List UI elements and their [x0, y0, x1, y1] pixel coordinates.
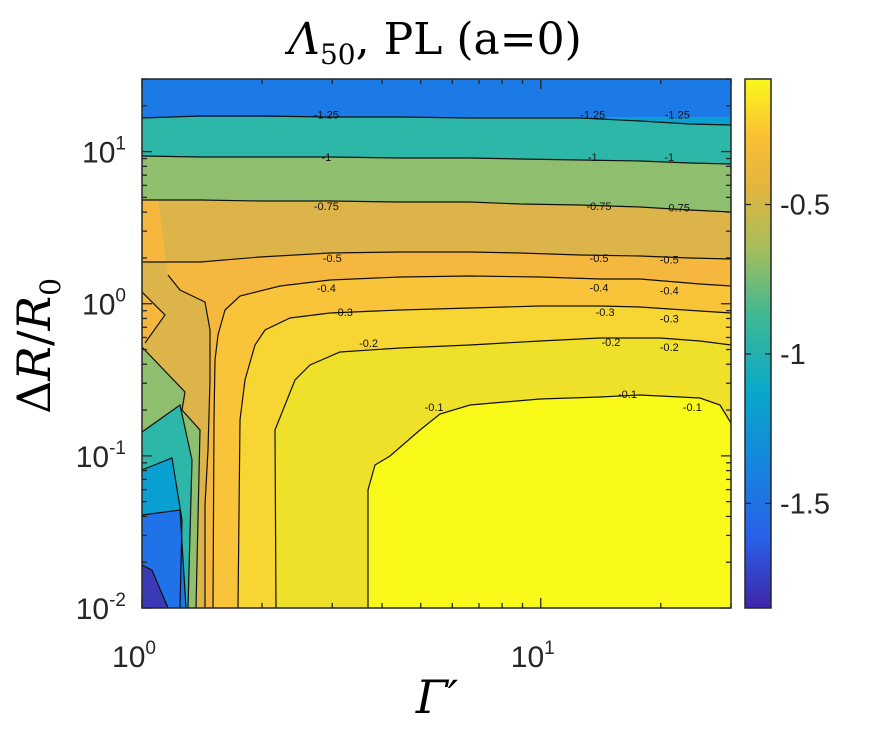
contour-label: -0.4: [660, 286, 679, 298]
contour-label: -0.75: [314, 201, 339, 213]
contour-label-layer: -1.25 -1.25 -1.25 -1 -1 -1 -0.75 -0.75 -0.75 -0.5…: [314, 110, 702, 414]
contour-line-layer: [142, 115, 731, 608]
contour-line-minus-1-left: [142, 403, 193, 608]
contour-label: -0.5: [323, 253, 342, 265]
contour-label: -0.4: [590, 282, 609, 294]
plot-frame: [141, 78, 732, 609]
band-top-blue: [142, 79, 731, 117]
colorbar-tick-label: -1.5: [780, 488, 830, 520]
contour-line-minus-0.1: [367, 394, 731, 608]
contour-line-minus-0.4: [212, 275, 731, 608]
contour-line-minus-1.75-left: [142, 564, 169, 608]
contour-label: -1: [588, 152, 598, 164]
y-tick-label: 10-2: [76, 590, 126, 626]
x-tick-labels: 100 101: [112, 638, 555, 674]
y-label-slash: /: [7, 330, 61, 346]
contour-label: -0.4: [317, 283, 336, 295]
y-axis-label: ΔR/R0: [7, 278, 67, 414]
x-tick-label: 101: [511, 638, 555, 674]
contour-line-minus-0.5: [142, 251, 731, 608]
tick-exponent: 1: [544, 638, 555, 659]
tick-exponent: -2: [109, 590, 126, 611]
title-rest: , PL (a=0): [356, 14, 582, 65]
contour-label: -1.25: [665, 110, 690, 122]
y-tick-label: 10-1: [76, 438, 126, 474]
contour-label: -0.3: [660, 313, 679, 325]
contour-line-minus-1.25-left: [142, 457, 183, 608]
contour-line-minus-0.75: [142, 199, 731, 213]
contour-label: -1: [664, 152, 674, 164]
contour-line-minus-0.75-left: [142, 346, 201, 608]
contour-label: -1.25: [314, 110, 339, 122]
y-label-r0: R: [7, 296, 61, 332]
y-label-r: R: [7, 346, 61, 382]
tick-exponent: 0: [145, 638, 156, 659]
title-symbol: Λ: [284, 14, 320, 65]
contour-label: -0.75: [586, 201, 611, 213]
y-tick-label: 101: [82, 134, 126, 170]
tick-base: 10: [82, 137, 115, 170]
contour-line-minus-1.5-left: [142, 509, 187, 608]
x-tick-label: 100: [112, 638, 156, 674]
tick-base: 10: [511, 641, 544, 674]
tick-base: 10: [76, 593, 109, 626]
contour-line-minus-1.25: [142, 115, 731, 126]
band-below-minus-1.75: [142, 565, 168, 608]
colorbar-tick-label: -0.5: [780, 190, 830, 222]
contour-label: -0.2: [359, 338, 378, 350]
contour-label: -0.2: [660, 342, 679, 354]
band-minus-1.25-to-minus-1: [142, 79, 731, 608]
title-subscript: 50: [320, 38, 356, 71]
contour-label: -0.5: [660, 255, 679, 267]
contour-line-minus-1: [142, 155, 731, 165]
band-minus-0.75-to-minus-0.5: [142, 79, 731, 608]
tick-base: 10: [76, 441, 109, 474]
contour-label: -0.1: [425, 402, 444, 414]
contour-label: -1: [321, 152, 331, 164]
contour-line-minus-0.3: [237, 305, 731, 608]
colorbar-gradient: [745, 79, 771, 608]
contour-line-minus-0.2: [274, 337, 731, 608]
axis-ticks: [141, 78, 732, 609]
contour-label: -0.1: [618, 389, 637, 401]
y-tick-label: 100: [82, 286, 126, 322]
colorbar-tick-label: -1: [780, 339, 806, 371]
chart-title: Λ50, PL (a=0): [284, 14, 582, 71]
tick-exponent: 0: [115, 286, 126, 307]
contour-label: -0.3: [334, 307, 353, 319]
contour-label: -0.3: [596, 307, 615, 319]
tick-base: 10: [112, 641, 145, 674]
contour-fill-layer: [142, 79, 731, 608]
contour-label: -1.25: [580, 110, 605, 122]
contour-label: -0.2: [601, 337, 620, 349]
contour-label: -0.5: [590, 253, 609, 265]
y-label-delta: Δ: [7, 381, 61, 414]
colorbar-ticks: -1.5 -1 -0.5: [745, 190, 830, 520]
colorbar-frame: [744, 78, 772, 609]
tick-exponent: 1: [115, 134, 126, 155]
tick-base: 10: [82, 289, 115, 322]
contour-label: -0.1: [683, 402, 702, 414]
contour-label: -0.75: [665, 202, 690, 214]
x-axis-label: Γ′: [415, 670, 459, 724]
y-label-sub: 0: [34, 278, 67, 296]
tick-exponent: -1: [109, 438, 126, 459]
